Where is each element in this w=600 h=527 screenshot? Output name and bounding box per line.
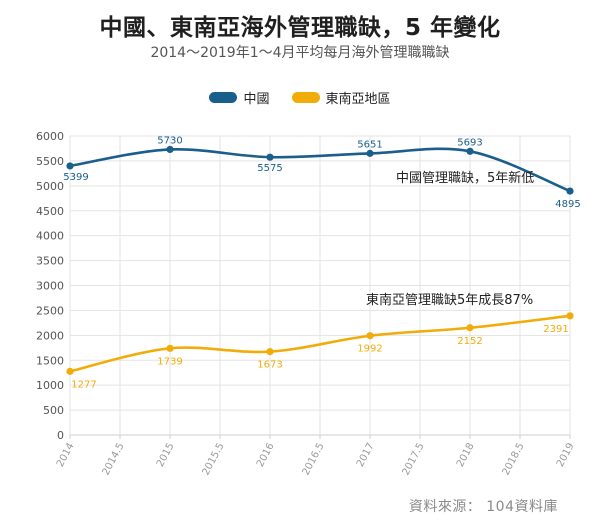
- data-label-china: 5651: [357, 139, 382, 150]
- x-tick-label: 2014.5: [101, 441, 127, 477]
- y-tick-label: 2000: [36, 329, 64, 342]
- data-point-china: [566, 187, 574, 195]
- y-tick-label: 3500: [36, 255, 64, 268]
- x-tick-label: 2018: [455, 441, 477, 469]
- data-label-sea: 2152: [457, 336, 482, 347]
- legend-item-sea[interactable]: 東南亞地區: [291, 88, 391, 107]
- data-point-china: [66, 162, 74, 170]
- y-tick-label: 0: [57, 429, 64, 442]
- x-tick-label: 2017.5: [401, 441, 427, 477]
- x-tick-label: 2017: [355, 441, 377, 469]
- y-tick-label: 5500: [36, 155, 64, 168]
- x-tick-label: 2019: [555, 441, 577, 469]
- data-point-sea: [466, 324, 474, 332]
- data-label-sea: 2391: [543, 324, 568, 335]
- data-label-china: 5730: [157, 135, 182, 146]
- chart-subtitle: 2014～2019年1～4月平均每月海外管理職職缺: [150, 45, 450, 61]
- legend-label-china: 中國: [243, 92, 270, 107]
- series-line-sea: [69, 314, 571, 373]
- data-label-sea: 1992: [357, 344, 382, 355]
- data-point-sea: [366, 332, 374, 340]
- y-tick-label: 500: [43, 404, 64, 417]
- x-tick-label: 2016.5: [301, 441, 327, 477]
- y-tick-label: 2500: [36, 304, 64, 317]
- data-label-sea: 1277: [71, 379, 96, 390]
- legend-swatch-china: [209, 92, 238, 103]
- data-point-sea: [166, 344, 174, 352]
- x-tick-label: 2016: [255, 441, 277, 469]
- y-tick-label: 1000: [36, 379, 64, 392]
- data-point-china: [266, 153, 274, 161]
- legend-item-china[interactable]: 中國: [209, 88, 270, 107]
- data-label-sea: 1739: [157, 356, 182, 367]
- data-label-china: 4895: [555, 199, 580, 210]
- x-tick-label: 2015.5: [201, 441, 227, 477]
- annotation-sea: 東南亞管理職缺5年成長87%: [366, 292, 533, 308]
- legend-swatch-sea: [291, 92, 320, 103]
- y-tick-label: 1500: [36, 354, 64, 367]
- data-label-china: 5693: [457, 137, 482, 148]
- data-point-china: [466, 147, 474, 155]
- y-tick-label: 5000: [36, 180, 64, 193]
- data-label-china: 5399: [63, 172, 88, 183]
- data-point-sea: [66, 367, 74, 375]
- annotation-china: 中國管理職缺，5年新低: [396, 170, 534, 186]
- data-point-sea: [566, 312, 574, 320]
- y-tick-label: 4000: [36, 230, 64, 243]
- legend-label-sea: 東南亞地區: [325, 92, 391, 107]
- y-tick-label: 3000: [36, 280, 64, 293]
- data-label-sea: 1673: [257, 360, 282, 371]
- legend: 中國 東南亞地區: [0, 88, 600, 107]
- data-point-china: [166, 145, 174, 154]
- data-point-china: [366, 149, 374, 157]
- data-label-china: 5575: [257, 163, 282, 174]
- chart-title: 中國、東南亞海外管理職缺，5 年變化: [99, 15, 501, 41]
- x-tick-label: 2018.5: [501, 441, 527, 477]
- x-tick-label: 2015: [155, 441, 177, 469]
- data-point-sea: [266, 348, 274, 356]
- y-tick-label: 6000: [36, 130, 64, 143]
- series-line-china: [69, 147, 571, 193]
- source-note: 資料來源： 104資料庫: [408, 499, 558, 515]
- x-tick-label: 2014: [55, 441, 77, 469]
- y-tick-label: 4500: [36, 205, 64, 218]
